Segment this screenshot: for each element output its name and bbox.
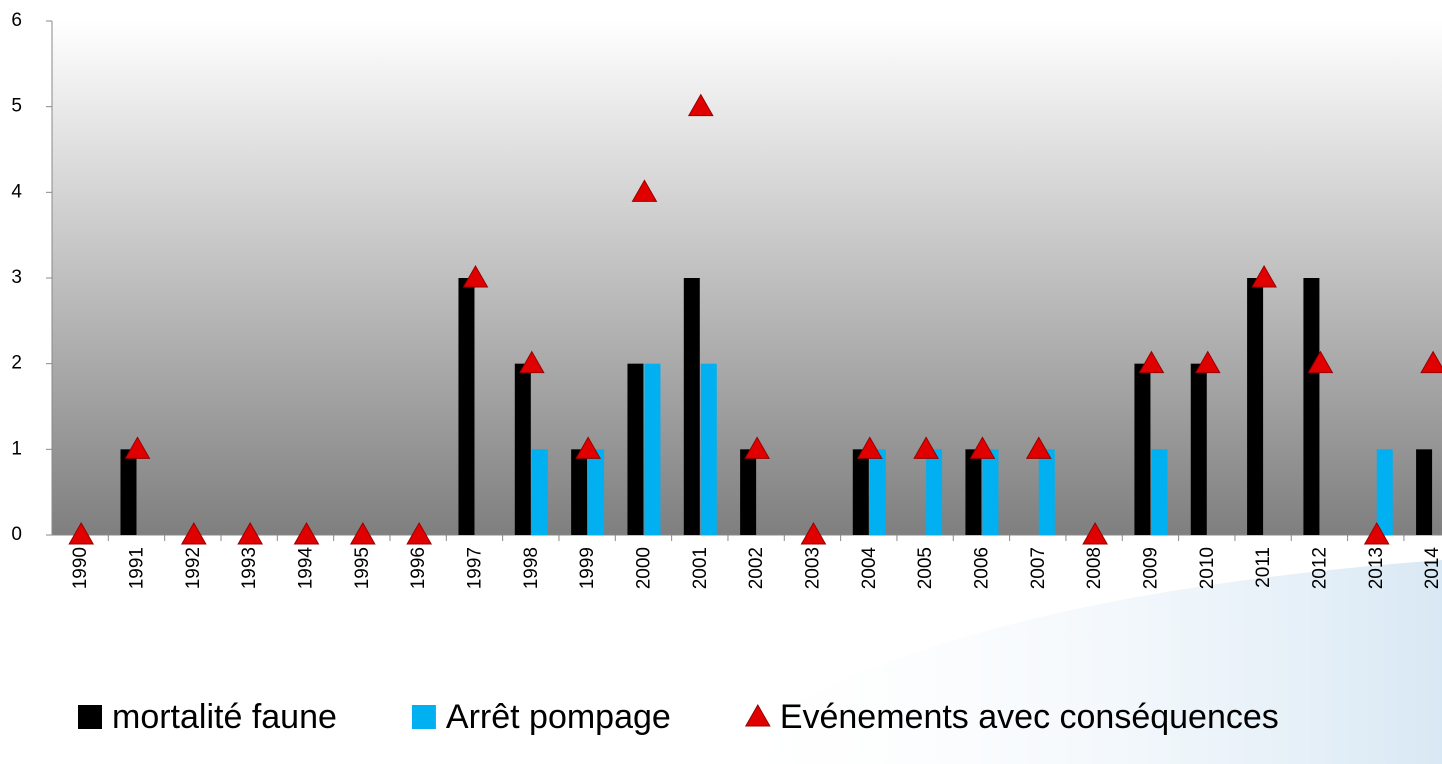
x-tick-label: 2002 <box>746 547 767 589</box>
x-tick-label: 2008 <box>1084 547 1105 589</box>
x-tick-label: 2009 <box>1140 547 1161 589</box>
legend-label: Evénements avec conséquences <box>780 698 1279 736</box>
x-tick-label: 1996 <box>408 547 429 589</box>
x-tick-label: 2010 <box>1197 547 1218 589</box>
marker <box>237 521 264 545</box>
y-tick-label: 1 <box>11 438 22 459</box>
marker <box>744 703 771 727</box>
x-tick-label: 2007 <box>1028 547 1049 589</box>
bar <box>869 449 886 535</box>
marker <box>1025 436 1052 459</box>
marker <box>1138 350 1165 374</box>
bar <box>926 449 943 535</box>
marker <box>293 521 320 545</box>
bar <box>531 449 548 535</box>
marker <box>913 436 939 459</box>
bar <box>852 449 869 535</box>
x-tick-label: 2004 <box>859 547 880 590</box>
x-tick-label: 1995 <box>352 547 373 589</box>
legend-swatch <box>411 705 436 729</box>
bar <box>1303 278 1320 535</box>
x-tick-label: 2014 <box>1422 547 1442 590</box>
x-tick-label: 1991 <box>127 547 148 589</box>
y-tick-label: 4 <box>11 181 22 202</box>
x-tick-label: 2005 <box>915 547 936 589</box>
x-tick-label: 1994 <box>296 547 317 590</box>
bar <box>571 449 588 535</box>
marker <box>1363 521 1390 545</box>
marker <box>631 179 658 202</box>
bar <box>627 363 644 535</box>
y-tick-label: 5 <box>11 96 22 117</box>
bar <box>1190 363 1207 535</box>
x-tick-label: 2006 <box>971 547 992 589</box>
marker <box>124 436 151 459</box>
marker <box>349 521 376 545</box>
bar <box>982 449 999 535</box>
bar <box>1247 278 1264 535</box>
bar <box>740 449 757 535</box>
bar <box>1151 449 1168 535</box>
legend-label: Arrêt pompage <box>446 698 671 736</box>
bar <box>1038 449 1055 535</box>
marker <box>1251 264 1277 288</box>
bar <box>700 363 717 535</box>
bar <box>1134 363 1151 535</box>
bar <box>588 449 605 535</box>
marker <box>744 436 770 459</box>
marker <box>800 521 827 545</box>
x-tick-label: 2013 <box>1366 547 1387 589</box>
bar <box>514 363 531 535</box>
marker <box>1194 350 1221 374</box>
legend-label: mortalité faune <box>112 698 337 736</box>
marker <box>68 521 95 545</box>
legend-swatch <box>78 705 102 729</box>
bar <box>120 449 137 535</box>
marker <box>687 93 714 117</box>
x-tick-label: 2003 <box>802 547 823 589</box>
x-tick-label: 1998 <box>521 547 542 589</box>
marker <box>1082 521 1108 545</box>
marker <box>180 521 207 545</box>
bar <box>683 278 700 535</box>
x-tick-label: 1997 <box>464 547 485 589</box>
x-tick-label: 1992 <box>183 547 204 589</box>
marker <box>575 436 601 459</box>
marker <box>856 436 883 459</box>
bar <box>458 278 475 535</box>
x-tick-label: 1999 <box>577 547 598 589</box>
y-tick-label: 0 <box>11 524 22 545</box>
x-tick-label: 2012 <box>1309 547 1330 589</box>
y-tick-label: 2 <box>11 353 22 374</box>
marker <box>406 521 433 545</box>
marker <box>1307 350 1334 374</box>
bar <box>644 363 661 535</box>
y-tick-label: 6 <box>11 10 22 31</box>
bar <box>965 449 982 535</box>
x-tick-label: 2011 <box>1253 547 1274 588</box>
x-tick-label: 2001 <box>690 547 711 589</box>
x-tick-label: 2000 <box>633 547 654 589</box>
marker <box>462 264 489 288</box>
x-tick-label: 1993 <box>239 547 260 589</box>
marker <box>969 436 996 459</box>
bar <box>1376 449 1393 535</box>
background-decoration <box>700 560 1442 764</box>
marker <box>518 350 545 374</box>
x-tick-label: 1990 <box>70 547 91 589</box>
marker <box>1420 350 1442 374</box>
y-tick-label: 3 <box>11 267 22 288</box>
bar <box>1416 449 1433 535</box>
